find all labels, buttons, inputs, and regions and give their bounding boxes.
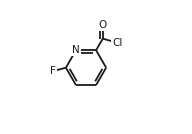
Text: F: F (50, 66, 56, 76)
Text: Cl: Cl (112, 38, 122, 48)
Text: O: O (99, 20, 107, 30)
Text: N: N (72, 45, 80, 55)
